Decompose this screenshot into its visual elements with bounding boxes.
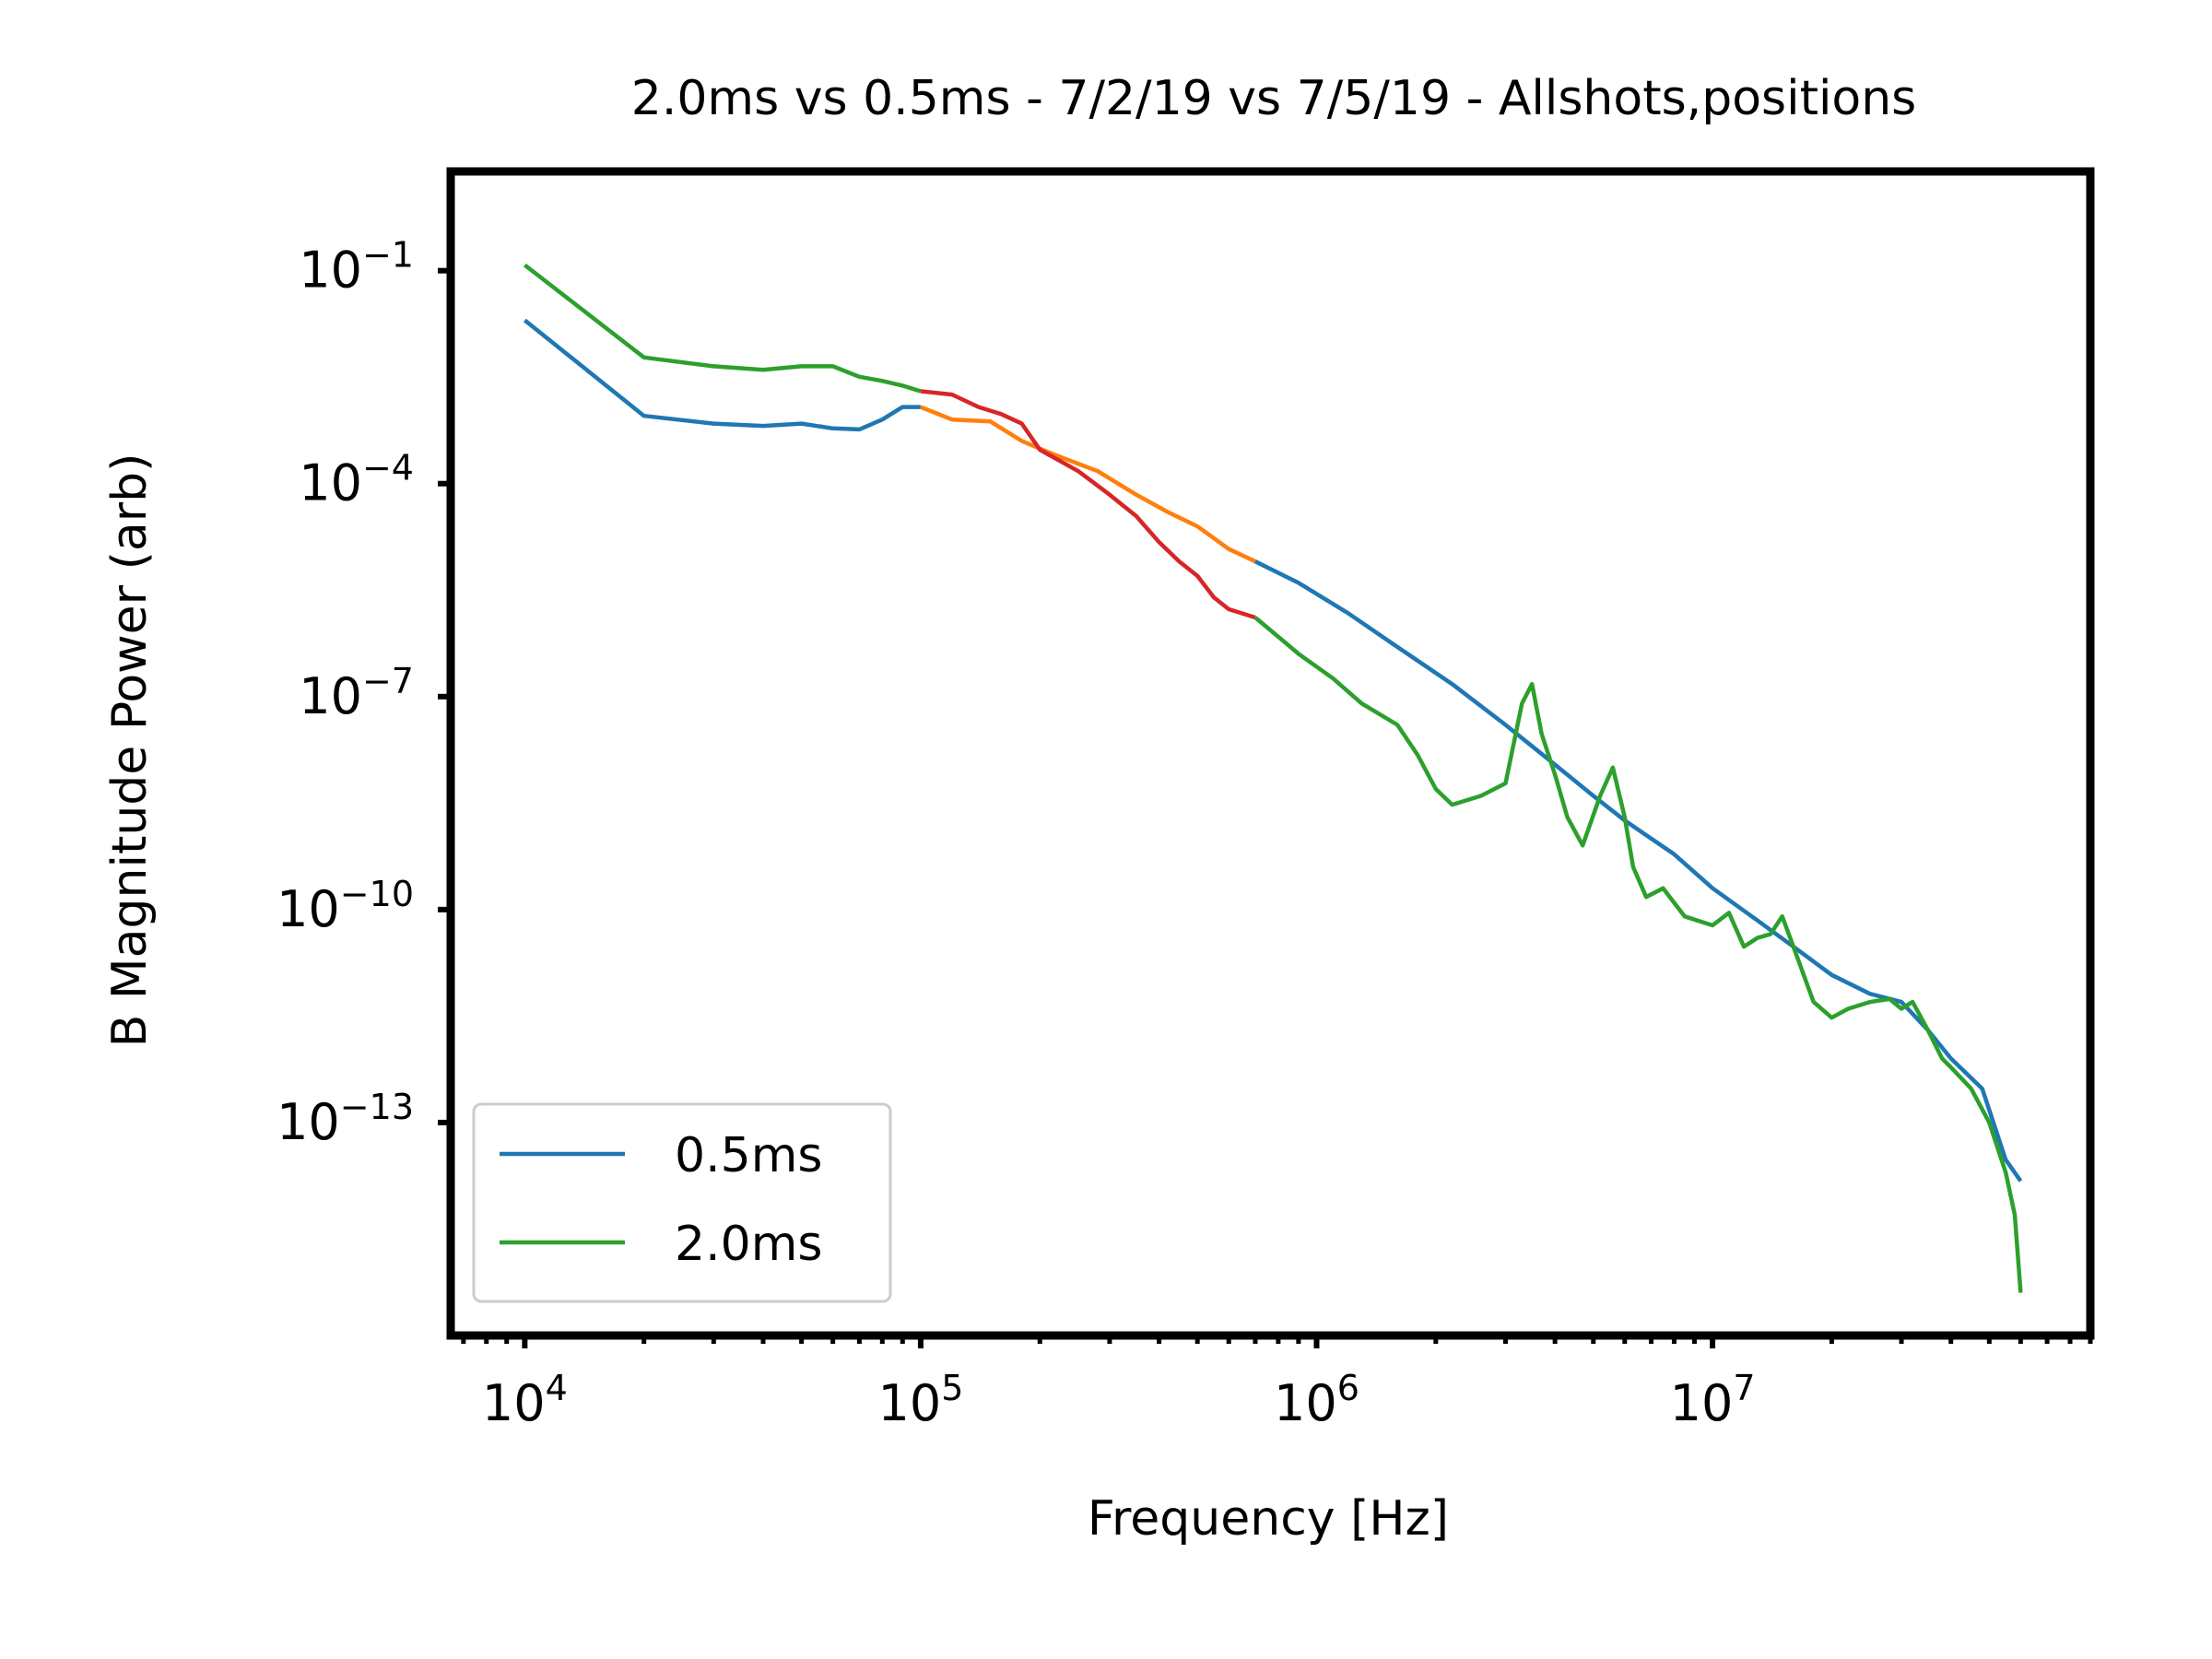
y-tick-label: 10−7 <box>299 661 414 725</box>
x-axis-label: Frequency [Hz] <box>1088 1491 1449 1547</box>
series-line-5 <box>920 389 1256 620</box>
series-line-3 <box>1254 559 2023 1182</box>
plot-frame <box>446 167 2095 1340</box>
legend-label: 0.5ms <box>675 1128 822 1183</box>
y-tick-label: 10−4 <box>299 448 414 512</box>
x-tick-label: 104 <box>482 1368 568 1432</box>
y-tick-label: 10−1 <box>299 235 414 300</box>
series-line-6 <box>1253 616 2023 1293</box>
x-tick-label: 106 <box>1274 1368 1359 1432</box>
y-tick-label: 10−13 <box>276 1087 414 1151</box>
y-axis-label: B Magnitude Power (arb) <box>102 453 158 1048</box>
series-line-1 <box>523 318 921 432</box>
series-line-4 <box>524 263 922 394</box>
x-tick-label: 105 <box>877 1368 963 1432</box>
y-tick-label: 10−10 <box>276 874 414 938</box>
legend-label: 2.0ms <box>675 1217 822 1272</box>
x-tick-label: 107 <box>1670 1368 1756 1432</box>
chart-title: 2.0ms vs 0.5ms - 7/2/19 vs 7/5/19 - Alls… <box>631 71 1917 126</box>
plot-area: 104 105 106 107 10−1 10−4 10−7 10−10 10−13 0.5ms 2… <box>276 167 2095 1432</box>
series-line-2 <box>920 405 1256 564</box>
